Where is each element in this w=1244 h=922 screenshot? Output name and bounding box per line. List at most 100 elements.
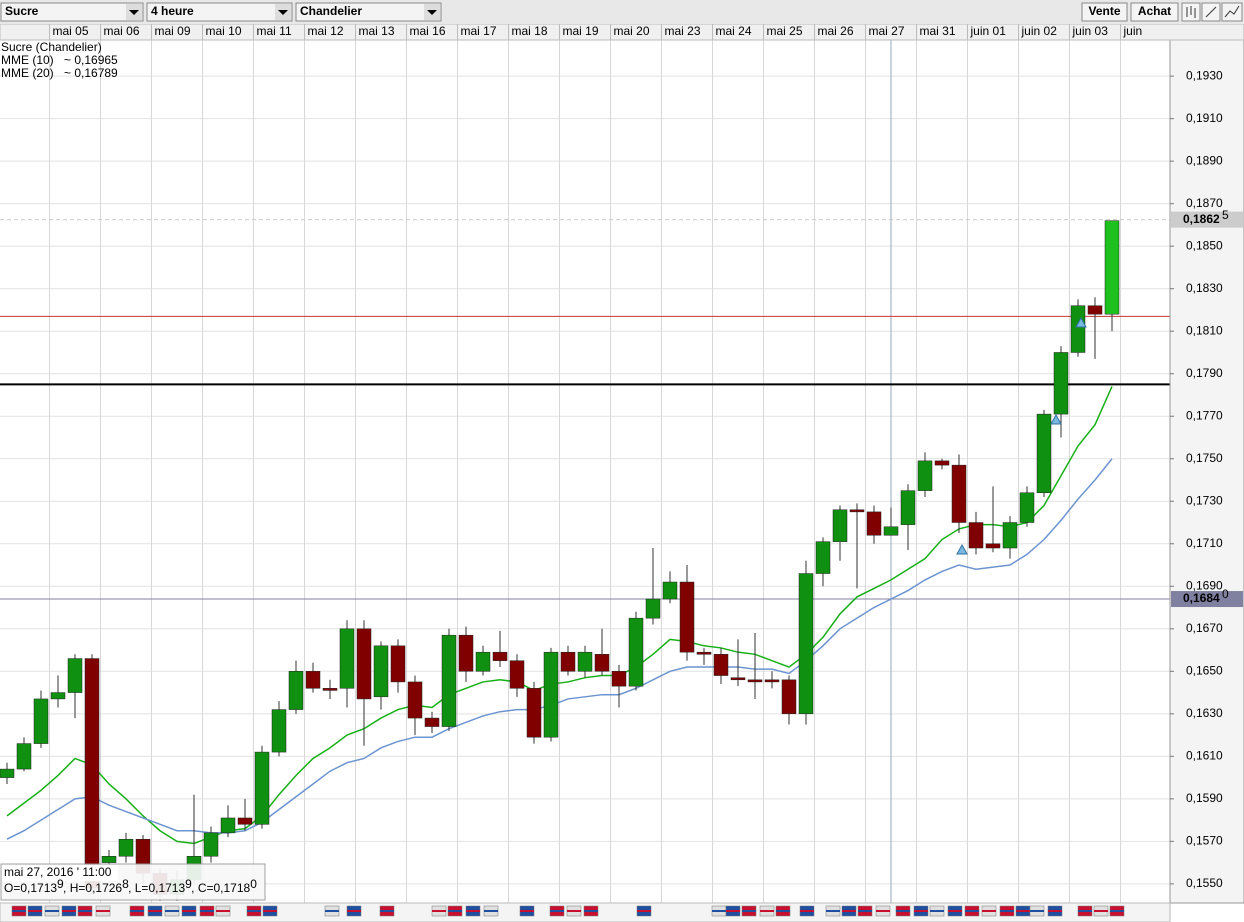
x-tick-label: mai 11 — [257, 24, 292, 38]
event-flag-stripe — [550, 910, 564, 912]
event-flag-stripe — [182, 910, 196, 912]
y-tick-label: 0,1890 — [1186, 153, 1223, 167]
event-flag-stripe — [45, 910, 59, 912]
candle-body — [934, 460, 950, 466]
candle-body — [118, 838, 134, 857]
event-flags — [11, 905, 1125, 917]
tooltip-digit: 9 — [57, 877, 64, 891]
legend-entry: MME (20) — [1, 66, 54, 80]
icon — [1186, 6, 1196, 18]
legend-value: ~ 0,16965 — [64, 53, 118, 67]
candle-body — [322, 688, 338, 691]
candle-body — [237, 817, 253, 825]
dropdown-arrow — [427, 10, 437, 15]
candle-body — [475, 651, 491, 672]
candle-body — [0, 768, 15, 778]
instrument-select[interactable] — [0, 2, 144, 22]
x-tick-label: mai 10 — [206, 24, 242, 38]
event-flag-stripe — [965, 910, 979, 912]
tooltip-item: , H=0,1726 — [63, 881, 122, 895]
candle-body — [713, 654, 729, 676]
candle-body — [764, 679, 780, 683]
tooltip-digit: 0 — [250, 877, 257, 891]
candle-body — [305, 671, 321, 689]
candle-body — [220, 817, 236, 834]
event-flag-stripe — [858, 910, 872, 912]
candle-body — [84, 658, 100, 889]
price-axis — [1169, 39, 1244, 904]
candle-body — [526, 688, 542, 738]
candle-body — [1087, 305, 1103, 315]
signal-marker — [956, 543, 968, 555]
event-flag-stripe — [216, 910, 230, 912]
candle-body — [543, 651, 559, 738]
x-tick-label: mai 20 — [614, 24, 650, 38]
style-select[interactable] — [295, 2, 442, 22]
candle-body — [203, 832, 219, 857]
x-tick-label: mai 06 — [104, 24, 140, 38]
event-flag-stripe — [78, 910, 92, 912]
event-flag-stripe — [432, 910, 446, 912]
candle-body — [849, 509, 865, 513]
candle-body — [407, 681, 423, 719]
period-select[interactable] — [146, 2, 293, 22]
y-tick-label: 0,1690 — [1186, 578, 1223, 592]
signal-marker — [1050, 413, 1062, 425]
y-tick-label: 0,1850 — [1186, 238, 1223, 252]
signal-marker — [1075, 316, 1087, 328]
legend-entry: MME (10) — [1, 53, 54, 67]
candle-body — [271, 709, 287, 753]
candle-body — [509, 660, 525, 689]
price-tag-digit: 5 — [1222, 208, 1229, 222]
sell-button[interactable] — [1081, 2, 1128, 22]
icon — [1224, 5, 1240, 18]
y-tick-label: 0,1750 — [1186, 451, 1223, 465]
event-flag-stripe — [12, 910, 26, 912]
candle-body — [883, 526, 899, 536]
candle-body — [1019, 492, 1035, 523]
x-tick-label: mai 26 — [818, 24, 854, 38]
plot-area — [0, 40, 1170, 903]
event-flag-stripe — [760, 910, 774, 912]
candle-body — [339, 628, 355, 689]
legend-title: Sucre (Chandelier) — [1, 40, 102, 54]
candle-body — [747, 679, 763, 683]
event-flag-stripe — [484, 910, 498, 912]
price-tag — [1171, 591, 1243, 608]
y-tick-label: 0,1650 — [1186, 663, 1223, 677]
icon — [1205, 6, 1217, 18]
event-flag-stripe — [776, 910, 790, 912]
y-tick-label: 0,1710 — [1186, 536, 1223, 550]
chart-style: Chandelier — [300, 4, 362, 18]
buy-label: Achat — [1138, 4, 1171, 18]
axes: 0,1930 0,1910 0,1890 0,1870 0,1850 0,1830 0,18… — [49, 24, 1243, 890]
event-flag-stripe — [567, 910, 581, 912]
x-tick-label: mai 05 — [53, 24, 89, 38]
y-tick-label: 0,1610 — [1186, 749, 1223, 763]
buy-button[interactable] — [1130, 2, 1179, 22]
event-flag-stripe — [1094, 910, 1108, 912]
candle-body — [356, 628, 372, 700]
tooltip-digit: 8 — [122, 877, 129, 891]
overlay: Sucre (Chandelier)MME (10) ~ 0,16965 MME (… — [0, 40, 266, 901]
instrument: Sucre — [5, 4, 39, 18]
event-flag-stripe — [914, 910, 928, 912]
event-flag-stripe — [982, 910, 996, 912]
tooltip-date: mai 27, 2016 ' 11:00 — [4, 865, 112, 879]
event-flag-stripe — [263, 910, 277, 912]
price-tag-label: 0,1684 — [1183, 591, 1220, 605]
y-tick-label: 0,1770 — [1186, 408, 1223, 422]
candle-body — [611, 671, 627, 687]
x-tick-label: mai 24 — [716, 24, 752, 38]
x-tick-label: mai 09 — [155, 24, 191, 38]
x-tick-label: mai 12 — [308, 24, 344, 38]
y-tick-label: 0,1870 — [1186, 196, 1223, 210]
candle-body — [16, 743, 32, 770]
y-tick-label: 0,1830 — [1186, 281, 1223, 295]
event-flag-stripe — [948, 910, 962, 912]
period: 4 heure — [151, 4, 194, 18]
x-tick-label: mai 16 — [410, 24, 446, 38]
price-tag-label: 0,1862 — [1183, 212, 1220, 226]
